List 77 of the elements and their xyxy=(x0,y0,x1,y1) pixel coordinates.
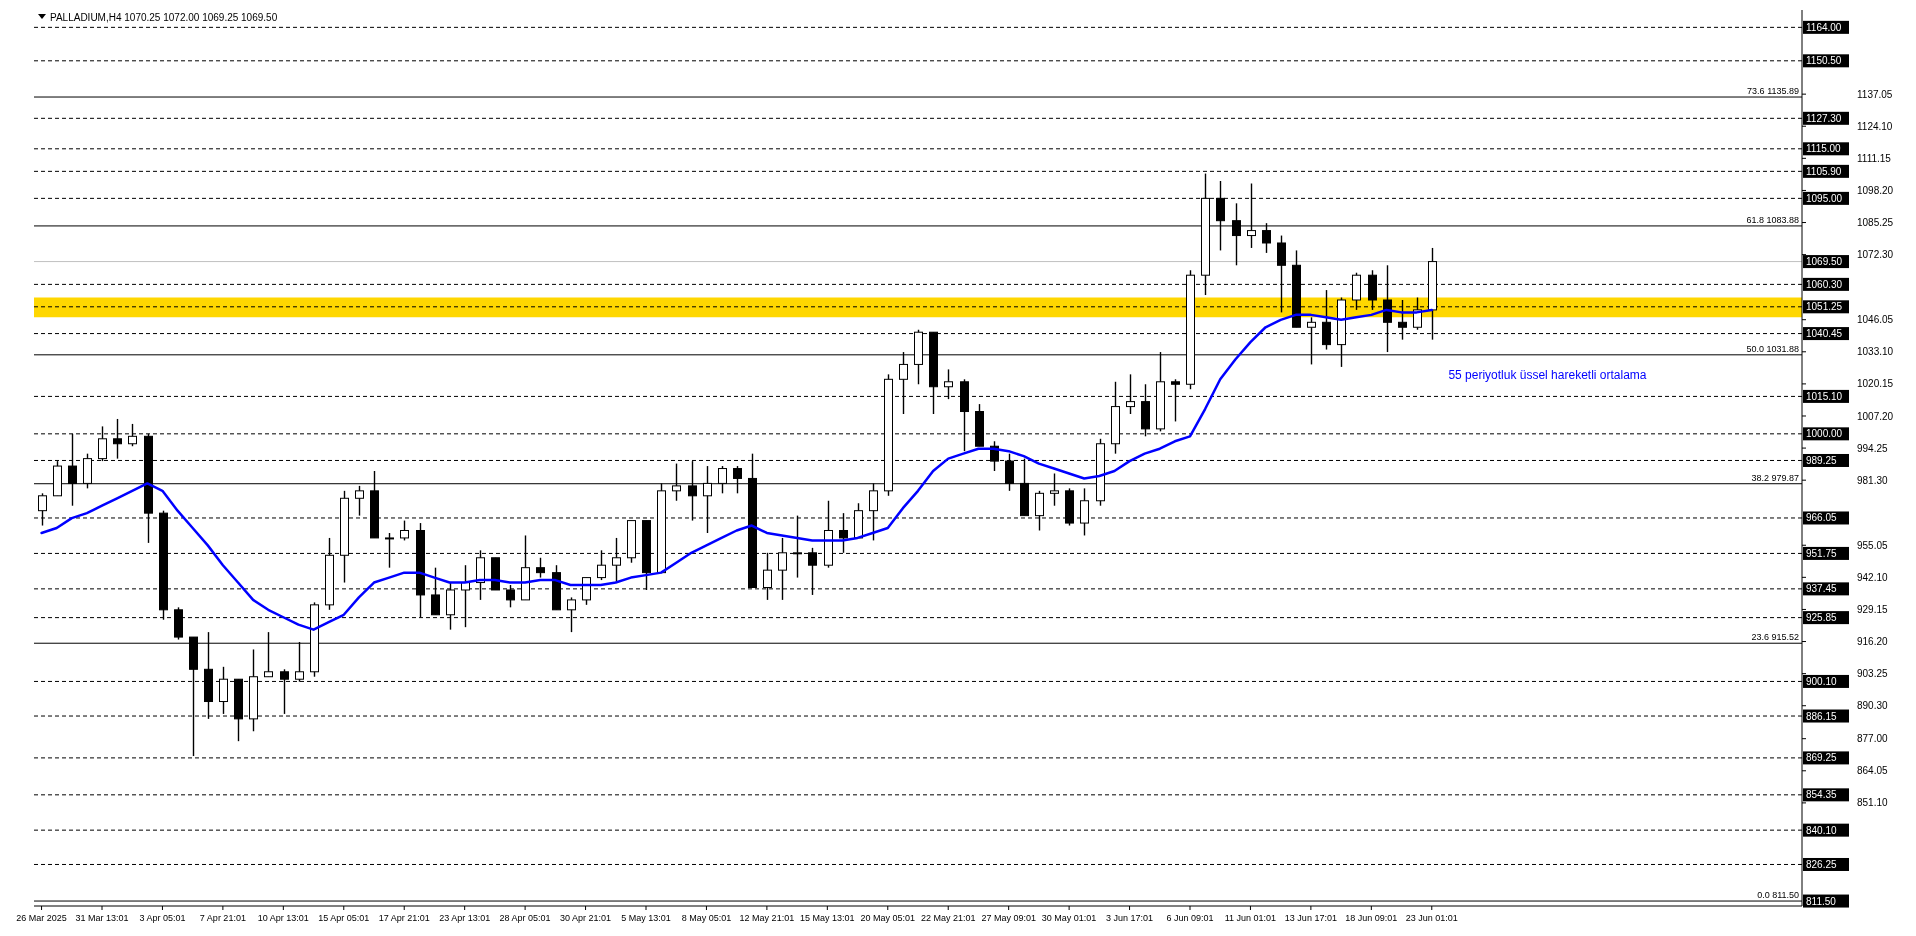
x-tick-label: 18 Jun 09:01 xyxy=(1345,913,1398,923)
x-tick-label: 8 May 05:01 xyxy=(681,913,732,923)
ref-line-label: 1060.30 xyxy=(1806,278,1843,290)
y-tick-label: 994.25 xyxy=(1857,442,1889,454)
annotation: 50.0 1031.88 xyxy=(1746,343,1799,354)
ref-line-label: 854.35 xyxy=(1806,789,1838,801)
y-tick-label: 955.05 xyxy=(1857,539,1889,551)
x-tick-label: 20 May 05:01 xyxy=(860,913,916,923)
y-tick-label: 1007.20 xyxy=(1857,410,1894,422)
x-tick-label: 30 May 01:01 xyxy=(1041,913,1097,923)
annotation: 55 periyotluk üssel hareketli ortalama xyxy=(1448,368,1647,383)
ref-line-label: 886.15 xyxy=(1806,710,1838,722)
x-tick-label: 13 Jun 17:01 xyxy=(1284,913,1337,923)
x-tick-label: 30 Apr 21:01 xyxy=(560,913,612,923)
y-tick-label: 1124.10 xyxy=(1857,120,1893,132)
ref-line-label: 1069.50 xyxy=(1806,256,1843,268)
x-tick-label: 31 Mar 13:01 xyxy=(75,913,129,923)
x-tick-label: 22 May 21:01 xyxy=(920,913,976,923)
ref-line-label: 925.85 xyxy=(1806,612,1838,624)
x-tick-label: 5 May 13:01 xyxy=(621,913,671,923)
ref-line-label: 966.05 xyxy=(1806,512,1838,524)
ref-line-label: 1051.25 xyxy=(1806,301,1843,313)
y-tick-label: 864.05 xyxy=(1857,765,1889,777)
annotation: 73.6 1135.89 xyxy=(1747,86,1799,97)
annotation: 23.6 915.52 xyxy=(1751,632,1799,643)
x-tick-label: 28 Apr 05:01 xyxy=(499,913,551,923)
ref-line-label: 1164.00 xyxy=(1806,21,1842,33)
annotation: 61.8 1083.88 xyxy=(1746,214,1799,225)
ref-line-label: 1150.50 xyxy=(1806,55,1842,67)
x-tick-label: 3 Jun 17:01 xyxy=(1106,913,1154,923)
y-tick-label: 1098.20 xyxy=(1857,184,1894,196)
ref-line-label: 1095.00 xyxy=(1806,192,1843,204)
ref-line-label: 1105.90 xyxy=(1806,165,1842,177)
y-tick-label: 981.30 xyxy=(1857,474,1889,486)
x-tick-label: 6 Jun 09:01 xyxy=(1166,913,1214,923)
ref-line-label: 1015.10 xyxy=(1806,390,1843,402)
x-tick-label: 3 Apr 05:01 xyxy=(139,913,186,923)
ref-line-label: 840.10 xyxy=(1806,824,1838,836)
y-tick-label: 1111.15 xyxy=(1857,152,1892,164)
x-tick-label: 11 Jun 01:01 xyxy=(1224,913,1277,923)
annotation: 38.2 979.87 xyxy=(1751,472,1799,483)
y-tick-label: 929.15 xyxy=(1857,603,1889,615)
y-tick-label: 1033.10 xyxy=(1857,346,1894,358)
ref-line-label: 1000.00 xyxy=(1806,428,1843,440)
annotation: 0.0 811.50 xyxy=(1757,890,1799,901)
ref-line-label: 951.75 xyxy=(1806,547,1838,559)
x-tick-label: 23 Apr 13:01 xyxy=(439,913,491,923)
ref-line-label: 1115.00 xyxy=(1806,143,1842,155)
ref-line-label: 989.25 xyxy=(1806,454,1838,466)
x-tick-label: 26 Mar 2025 xyxy=(16,913,67,923)
y-tick-label: 1020.15 xyxy=(1857,378,1894,390)
ref-line-label: 1127.30 xyxy=(1806,112,1842,124)
y-tick-label: 851.10 xyxy=(1857,797,1889,809)
ref-line-label: 900.10 xyxy=(1806,675,1838,687)
y-tick-label: 890.30 xyxy=(1857,700,1889,712)
ref-line-label: 1040.45 xyxy=(1806,328,1843,340)
ref-line-label: 869.25 xyxy=(1806,752,1838,764)
x-tick-label: 10 Apr 13:01 xyxy=(257,913,309,923)
x-tick-label: 27 May 09:01 xyxy=(981,913,1036,923)
x-tick-label: 15 Apr 05:01 xyxy=(318,913,370,923)
x-tick-label: 7 Apr 21:01 xyxy=(199,913,246,923)
y-tick-label: 1046.05 xyxy=(1857,314,1894,326)
y-tick-label: 1137.05 xyxy=(1857,88,1893,100)
y-tick-label: 1072.30 xyxy=(1857,249,1894,261)
y-tick-label: 903.25 xyxy=(1857,668,1889,680)
ref-line-label: 826.25 xyxy=(1806,858,1838,870)
y-tick-label: 916.20 xyxy=(1857,636,1889,648)
ref-line-label: 811.50 xyxy=(1806,895,1837,907)
y-tick-label: 942.10 xyxy=(1857,571,1889,583)
x-tick-label: 17 Apr 21:01 xyxy=(378,913,430,923)
x-tick-label: 23 Jun 01:01 xyxy=(1405,913,1458,923)
chart-title: PALLADIUM,H4 1070.25 1072.00 1069.25 1069.50 xyxy=(50,12,278,23)
x-tick-label: 12 May 21:01 xyxy=(739,913,795,923)
x-tick-label: 15 May 13:01 xyxy=(800,913,855,923)
y-tick-label: 1085.25 xyxy=(1857,217,1894,229)
y-tick-label: 877.00 xyxy=(1857,733,1889,745)
ref-line-label: 937.45 xyxy=(1806,583,1838,595)
